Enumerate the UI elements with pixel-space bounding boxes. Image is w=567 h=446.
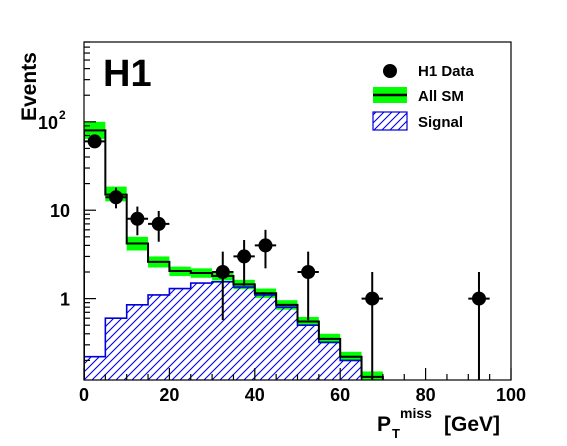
x-tick-label: 40 (245, 385, 265, 405)
x-axis-title-unit: [GeV] (444, 413, 500, 436)
data-point-marker (365, 291, 380, 306)
legend-item-data: H1 Data (383, 63, 475, 80)
y-tick-label: 1 (60, 290, 70, 310)
data-point-marker (87, 134, 102, 149)
y-axis-title: Events (18, 52, 41, 121)
data-point (468, 271, 490, 380)
data-points-layer (84, 134, 490, 380)
y-tick-label: 10 (38, 113, 58, 133)
data-point-marker (301, 264, 316, 279)
data-point (233, 240, 255, 286)
y-tick-label-exponent: 2 (59, 108, 66, 122)
x-axis-title-sub: T (392, 426, 400, 441)
sm-histogram-line (84, 129, 384, 380)
legend-label-signal: Signal (418, 114, 463, 131)
legend-label-data: H1 Data (418, 63, 475, 80)
experiment-logo: H1 (103, 53, 152, 95)
legend-signal-swatch (372, 111, 408, 131)
data-point-marker (109, 190, 124, 205)
data-point (254, 229, 277, 269)
sm-histogram-layer (84, 129, 384, 380)
legend-label-sm: All SM (418, 88, 464, 105)
legend: H1 Data All SM Signal (372, 63, 475, 131)
x-tick-label: 0 (79, 385, 89, 405)
x-tick-label: 20 (159, 385, 179, 405)
data-point (126, 206, 149, 236)
data-point (105, 187, 127, 209)
legend-item-sm: All SM (373, 87, 464, 105)
data-point (297, 251, 319, 321)
data-point (361, 271, 383, 380)
data-point-marker (258, 238, 273, 253)
data-point-marker (151, 216, 166, 231)
x-tick-label: 60 (330, 385, 350, 405)
x-tick-label: 100 (496, 385, 526, 405)
data-point-marker (471, 291, 486, 306)
y-tick-label: 10 (50, 201, 70, 221)
data-point-marker (237, 249, 252, 264)
data-point (212, 251, 234, 321)
x-axis-title-sup: miss (400, 405, 432, 421)
data-point-marker (215, 264, 230, 279)
data-point (148, 210, 170, 242)
x-axis-title-main: P (377, 413, 391, 436)
data-point-marker (130, 211, 145, 226)
x-axis-title: P T miss [GeV] (377, 405, 500, 441)
legend-data-marker (383, 64, 397, 78)
legend-item-signal: Signal (372, 111, 463, 131)
x-tick-label: 80 (416, 385, 436, 405)
